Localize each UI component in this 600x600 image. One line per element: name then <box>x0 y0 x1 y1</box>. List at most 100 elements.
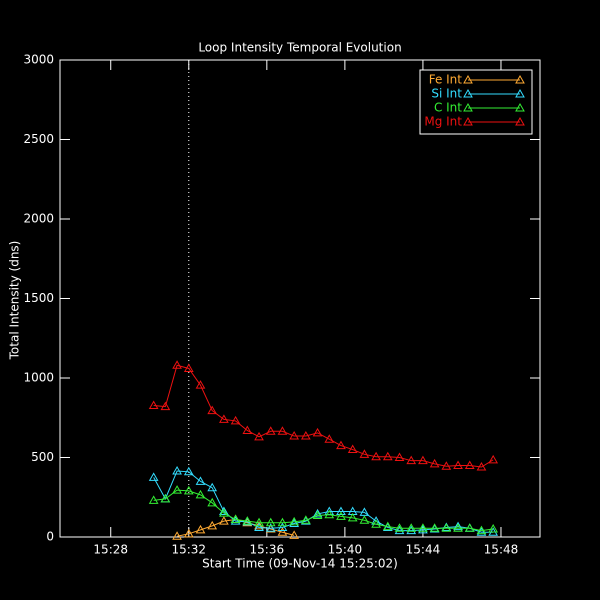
point-marker <box>242 516 253 525</box>
point-marker <box>441 523 452 532</box>
point-marker <box>172 485 182 494</box>
point-marker <box>453 521 463 531</box>
legend-marker <box>463 116 473 126</box>
legend-label: Mg Int <box>424 115 462 129</box>
x-tick-label: 15:48 <box>484 543 519 557</box>
point-marker <box>324 434 335 443</box>
point-marker <box>289 530 300 539</box>
point-marker <box>464 523 475 532</box>
y-tick-label: 500 <box>31 450 54 464</box>
x-tick-label: 15:36 <box>250 543 285 557</box>
point-marker <box>300 515 311 524</box>
point-marker <box>336 440 346 450</box>
point-marker <box>324 509 335 519</box>
point-marker <box>277 527 288 536</box>
legend-label: Fe Int <box>429 73 463 87</box>
point-marker <box>230 516 241 525</box>
x-tick-label: 15:40 <box>328 543 363 557</box>
point-marker <box>394 523 405 532</box>
point-marker <box>230 514 241 524</box>
point-marker <box>488 454 499 464</box>
point-marker <box>160 401 171 411</box>
point-marker <box>359 449 370 458</box>
point-marker <box>418 523 428 532</box>
point-marker <box>277 522 288 531</box>
y-tick-label: 2000 <box>23 212 54 226</box>
point-marker <box>312 508 323 518</box>
point-marker <box>394 525 405 535</box>
point-marker <box>406 525 417 535</box>
point-marker <box>160 493 171 503</box>
legend-label: C Int <box>434 101 462 115</box>
y-tick-label: 2500 <box>23 132 54 146</box>
legend-label: Si Int <box>431 87 462 101</box>
legend-marker <box>515 74 525 84</box>
point-marker <box>230 415 241 425</box>
point-marker <box>265 517 276 527</box>
point-marker <box>254 431 264 441</box>
point-marker <box>429 458 440 468</box>
point-marker <box>195 524 206 534</box>
point-marker <box>336 511 346 520</box>
point-marker <box>172 360 182 369</box>
legend-marker <box>463 74 473 84</box>
point-marker <box>418 455 428 465</box>
point-marker <box>382 451 393 461</box>
y-tick-label: 1000 <box>23 371 54 385</box>
point-marker <box>254 517 264 527</box>
point-marker <box>219 414 229 423</box>
point-marker <box>172 466 182 475</box>
point-marker <box>418 524 428 534</box>
x-tick-label: 15:28 <box>93 543 128 557</box>
point-marker <box>195 489 206 499</box>
point-marker <box>172 531 182 540</box>
point-marker <box>207 520 218 530</box>
point-marker <box>359 515 370 524</box>
point-marker <box>347 512 358 522</box>
point-marker <box>371 451 381 461</box>
point-marker <box>441 461 452 470</box>
point-marker <box>219 508 229 517</box>
point-marker <box>394 452 405 461</box>
point-marker <box>183 485 194 495</box>
point-marker <box>476 462 487 471</box>
point-marker <box>207 405 218 415</box>
point-marker <box>207 497 218 507</box>
legend-marker <box>515 88 525 98</box>
point-marker <box>312 427 323 437</box>
point-marker <box>453 523 463 532</box>
point-marker <box>289 518 300 527</box>
y-tick-label: 3000 <box>23 53 54 67</box>
point-marker <box>289 516 300 526</box>
x-axis-label: Start Time (09-Nov-14 15:25:02) <box>202 557 398 571</box>
x-tick-label: 15:44 <box>406 543 441 557</box>
point-marker <box>406 455 417 465</box>
legend-marker <box>515 116 525 126</box>
point-marker <box>242 425 253 434</box>
point-marker <box>488 524 499 533</box>
point-marker <box>476 527 487 536</box>
point-marker <box>406 523 417 532</box>
x-tick-label: 15:32 <box>171 543 206 557</box>
point-marker <box>183 466 194 476</box>
point-marker <box>265 523 276 532</box>
point-marker <box>195 476 206 485</box>
point-marker <box>183 363 194 372</box>
point-marker <box>195 380 206 389</box>
point-marker <box>207 482 218 492</box>
point-marker <box>464 460 475 469</box>
point-marker <box>148 400 159 410</box>
point-marker <box>277 426 288 435</box>
point-marker <box>371 519 381 528</box>
point-marker <box>453 460 463 469</box>
point-marker <box>148 495 159 504</box>
y-axis-label: Total Intensity (dns) <box>8 241 22 361</box>
legend-marker <box>463 88 473 98</box>
legend-marker <box>463 102 473 112</box>
legend-marker <box>515 102 525 112</box>
point-marker <box>476 525 487 535</box>
y-tick-label: 1500 <box>23 291 54 305</box>
point-marker <box>183 528 194 538</box>
legend-box <box>419 69 533 135</box>
